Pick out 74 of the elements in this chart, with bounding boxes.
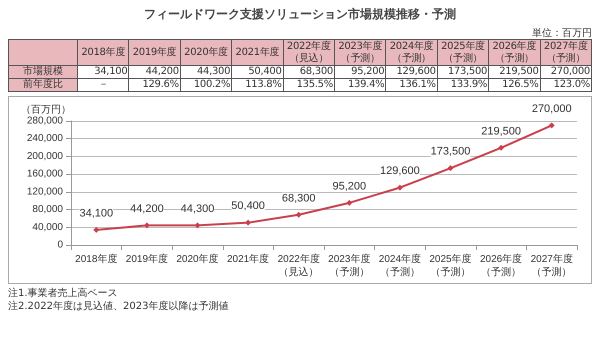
y-tick-label: 160,000 bbox=[26, 168, 64, 180]
text: 95,200 bbox=[332, 180, 366, 192]
x-tick-label: 2024年度（予測） bbox=[378, 253, 422, 278]
point bbox=[93, 226, 100, 233]
text: 44,300 bbox=[180, 202, 214, 215]
chart-title: フィールドワーク支援ソリューション市場規模推移・予測 bbox=[143, 6, 457, 23]
x-tick-label: 2026年度（予測） bbox=[480, 253, 522, 278]
point bbox=[194, 222, 200, 228]
x-tick-label: 2022年度（見込） bbox=[278, 253, 320, 278]
text: 270,000 bbox=[532, 102, 572, 115]
text: 133.9% bbox=[437, 78, 489, 92]
data-label: 270,000 bbox=[540, 66, 592, 78]
text: 173,500 bbox=[430, 146, 470, 158]
text: 注1.事業者売上高ベース bbox=[8, 287, 119, 300]
data-label: 219,500 bbox=[488, 66, 540, 78]
x-tick-label: 2025年度（予測） bbox=[429, 253, 472, 278]
category-label: 2019年度 bbox=[132, 46, 176, 58]
category-label: 2027年度（予測） bbox=[544, 40, 588, 64]
y-tick-label: 40,000 bbox=[32, 222, 64, 233]
y-tick-label: 80,000 bbox=[32, 204, 64, 216]
point bbox=[498, 144, 504, 151]
point bbox=[396, 184, 403, 191]
point bbox=[548, 122, 555, 128]
data-label: 68,300 bbox=[283, 66, 334, 78]
category-label: 2024年度（予測） bbox=[390, 40, 434, 64]
y-tick-label: 0 bbox=[57, 240, 64, 250]
data-label: 44,200 bbox=[128, 66, 180, 78]
text: 129,600 bbox=[380, 165, 420, 178]
data-label: 95,200 bbox=[334, 66, 386, 78]
y-tick-label: 120,000 bbox=[26, 186, 64, 198]
data-label: 34,100 bbox=[78, 66, 129, 78]
x-tick-label: 2019年度 bbox=[126, 253, 168, 265]
category-label: 2023年度（予測） bbox=[338, 40, 382, 64]
point bbox=[296, 212, 302, 218]
x-tick-label: 2021年度 bbox=[226, 253, 270, 265]
text: 市場規模 bbox=[8, 66, 78, 78]
category-label: 2022年度（見込） bbox=[286, 40, 331, 64]
data-label: 44,300 bbox=[180, 66, 232, 78]
text: 注2.2022年度は見込値、2023年度以降は予測値 bbox=[8, 300, 228, 313]
text: 44,200 bbox=[130, 202, 164, 215]
text: 136.1% bbox=[386, 78, 438, 92]
text: 135.5% bbox=[283, 78, 334, 92]
text: 219,500 bbox=[481, 125, 521, 138]
text: 126.5% bbox=[488, 78, 540, 92]
data-label: 129,600 bbox=[386, 66, 438, 78]
category-label: 2025年度（予測） bbox=[441, 40, 485, 64]
text: 129.6% bbox=[128, 78, 180, 92]
y-tick-label: 280,000 bbox=[26, 116, 64, 126]
text: 単位：百万円 bbox=[532, 27, 592, 40]
text: 113.8% bbox=[232, 78, 284, 92]
point bbox=[245, 220, 252, 226]
text: 123.0% bbox=[540, 78, 592, 92]
x-tick-label: 2018年度 bbox=[75, 253, 118, 265]
y-tick-label: 200,000 bbox=[26, 150, 64, 162]
text: － bbox=[78, 78, 129, 92]
text: 34,100 bbox=[79, 207, 114, 220]
data-label: 173,500 bbox=[437, 66, 489, 78]
text: 100.2% bbox=[180, 78, 232, 92]
text: 68,300 bbox=[282, 192, 316, 204]
y-axis-title: （百万円） bbox=[21, 104, 71, 116]
point bbox=[448, 165, 454, 172]
text: 139.4% bbox=[334, 78, 386, 92]
text: 50,400 bbox=[231, 200, 265, 212]
data-label: 50,400 bbox=[232, 66, 284, 78]
category-label: 2020年度 bbox=[184, 46, 228, 58]
category-label: 2018年度 bbox=[81, 46, 126, 58]
x-tick-label: 2020年度 bbox=[176, 253, 219, 265]
y-tick-label: 240,000 bbox=[26, 133, 64, 144]
point bbox=[346, 200, 352, 206]
x-tick-label: 2027年度（予測） bbox=[530, 253, 573, 278]
x-tick-label: 2023年度（予測） bbox=[328, 253, 370, 278]
category-label: 2026年度（予測） bbox=[492, 40, 536, 64]
category-label: 2021年度 bbox=[236, 46, 280, 58]
text: 前年度比 bbox=[8, 78, 78, 92]
